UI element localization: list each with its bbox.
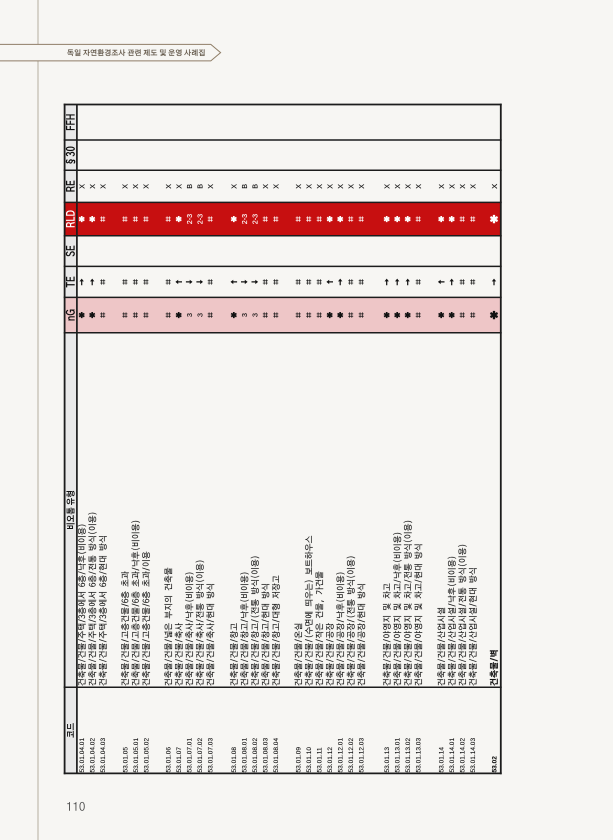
- svg-text:X: X: [77, 184, 86, 189]
- svg-text:X: X: [88, 184, 97, 189]
- svg-text:53.01.08: 53.01.08: [231, 747, 238, 773]
- svg-text:53.01.05.02: 53.01.05.02: [143, 738, 150, 773]
- svg-text:53.01.14.01: 53.01.14.01: [449, 738, 456, 773]
- svg-text:2-3: 2-3: [185, 214, 194, 224]
- svg-text:53.01.08.02: 53.01.08.02: [252, 738, 259, 773]
- svg-text:B: B: [195, 184, 204, 189]
- svg-text:53.01.14.02: 53.01.14.02: [460, 738, 467, 773]
- svg-text:53.01.14: 53.01.14: [439, 747, 446, 773]
- svg-text:53.01.09: 53.01.09: [296, 747, 303, 773]
- svg-text:53.01.07.01: 53.01.07.01: [187, 738, 194, 773]
- svg-text:53.01.14.03: 53.01.14.03: [470, 738, 477, 773]
- svg-text:53.01.08.01: 53.01.08.01: [242, 738, 249, 773]
- svg-text:2-3: 2-3: [195, 214, 204, 224]
- svg-text:X: X: [174, 184, 183, 189]
- svg-text:53.01.07: 53.01.07: [176, 747, 183, 773]
- svg-text:53.01.13.01: 53.01.13.01: [395, 738, 402, 773]
- svg-text:X: X: [468, 184, 477, 189]
- svg-text:B: B: [185, 184, 194, 189]
- svg-text:X: X: [98, 184, 107, 189]
- svg-text:X: X: [490, 184, 499, 189]
- svg-text:53.01.13.02: 53.01.13.02: [405, 738, 412, 773]
- svg-text:B: B: [250, 184, 259, 189]
- svg-text:2-3: 2-3: [240, 214, 249, 224]
- svg-text:53.01.05.01: 53.01.05.01: [133, 738, 140, 773]
- svg-text:X: X: [382, 184, 391, 189]
- svg-text:X: X: [206, 184, 215, 189]
- svg-text:53.01.10: 53.01.10: [306, 747, 313, 773]
- svg-text:53.01.12.01: 53.01.12.01: [338, 738, 345, 773]
- svg-text:X: X: [346, 184, 355, 189]
- svg-text:X: X: [131, 184, 140, 189]
- svg-text:X: X: [414, 184, 423, 189]
- svg-text:X: X: [458, 184, 467, 189]
- svg-text:3: 3: [240, 313, 249, 317]
- svg-text:X: X: [315, 184, 324, 189]
- svg-text:53.01.11: 53.01.11: [317, 747, 324, 772]
- svg-text:53.01.13.03: 53.01.13.03: [416, 738, 423, 773]
- svg-text:53.01.04.01: 53.01.04.01: [79, 738, 86, 773]
- svg-text:X: X: [403, 184, 412, 189]
- svg-text:X: X: [229, 184, 238, 189]
- svg-text:X: X: [142, 184, 151, 189]
- svg-text:53.01.13: 53.01.13: [384, 747, 391, 773]
- svg-text:53.01.06: 53.01.06: [166, 747, 173, 773]
- svg-text:3: 3: [195, 313, 204, 317]
- svg-text:X: X: [325, 184, 334, 189]
- svg-text:53.01.08.03: 53.01.08.03: [263, 738, 270, 773]
- svg-text:X: X: [271, 184, 280, 189]
- svg-text:53.01.12: 53.01.12: [327, 747, 334, 773]
- svg-text:X: X: [261, 184, 270, 189]
- svg-text:B: B: [240, 184, 249, 189]
- svg-text:53.01.04.02: 53.01.04.02: [90, 738, 97, 773]
- svg-text:X: X: [294, 184, 303, 189]
- svg-text:53.02: 53.02: [491, 756, 498, 773]
- svg-text:X: X: [121, 184, 130, 189]
- svg-text:X: X: [336, 184, 345, 189]
- svg-text:53.01.07.03: 53.01.07.03: [208, 738, 215, 773]
- svg-text:53.01.04.03: 53.01.04.03: [100, 738, 107, 773]
- svg-text:53.01.05: 53.01.05: [122, 747, 129, 773]
- svg-text:X: X: [393, 184, 402, 189]
- svg-text:2-3: 2-3: [250, 214, 259, 224]
- svg-text:53.01.12.03: 53.01.12.03: [359, 738, 366, 773]
- svg-text:3: 3: [250, 313, 259, 317]
- svg-text:X: X: [447, 184, 456, 189]
- svg-text:X: X: [357, 184, 366, 189]
- svg-text:X: X: [437, 184, 446, 189]
- svg-text:53.01.07.02: 53.01.07.02: [197, 738, 204, 773]
- svg-text:X: X: [164, 184, 173, 189]
- svg-text:53.01.08.04: 53.01.08.04: [273, 738, 280, 773]
- svg-text:53.01.12.02: 53.01.12.02: [348, 738, 355, 773]
- svg-text:X: X: [304, 184, 313, 189]
- svg-text:3: 3: [185, 313, 194, 317]
